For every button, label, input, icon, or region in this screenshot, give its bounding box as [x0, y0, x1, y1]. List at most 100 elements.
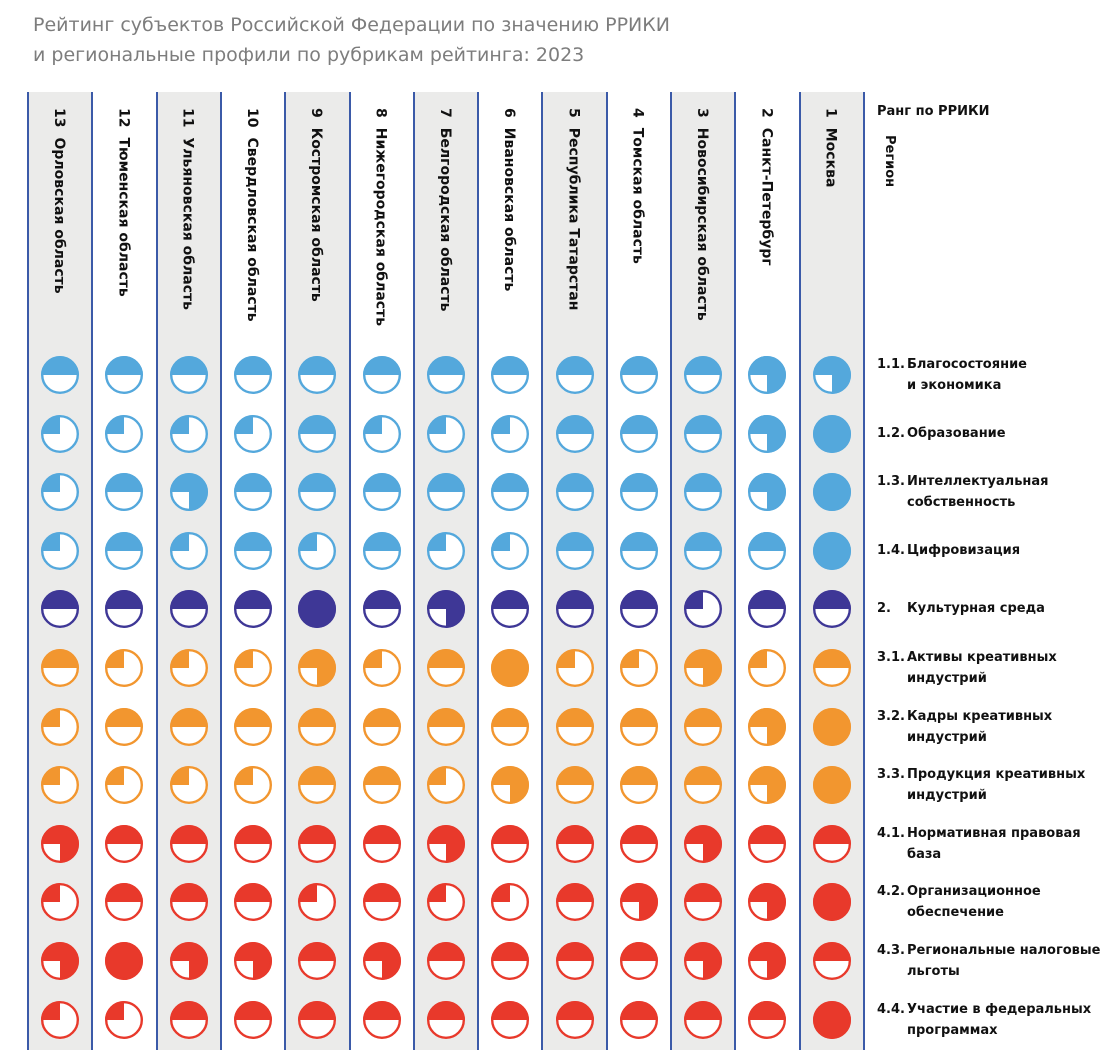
score-wedge [555, 824, 594, 844]
score-wedge [234, 766, 254, 786]
score-circle [684, 1000, 723, 1039]
score-circle [362, 883, 401, 922]
score-circle [555, 766, 594, 805]
score-wedge [298, 1000, 337, 1020]
category-row-label: 2. Культурная среда [877, 598, 1045, 619]
score-circle [812, 649, 851, 687]
score-circle [41, 473, 80, 512]
score-circle [234, 473, 273, 512]
category-row-label: 1.1. Благосостояние и экономика [877, 354, 1027, 396]
score-circle [234, 531, 273, 570]
score-circle [362, 356, 401, 394]
score-wedge [555, 1000, 594, 1020]
score-wedge [555, 883, 594, 903]
score-wedge [555, 414, 594, 434]
score-wedge [41, 824, 80, 863]
score-wedge [619, 649, 639, 668]
score-circle [41, 356, 80, 394]
score-wedge [426, 1000, 465, 1020]
rank-label: 6 [501, 108, 518, 118]
score-wedge [298, 824, 337, 844]
category-name-continued: индустрий [907, 788, 987, 804]
score-circle [491, 649, 530, 687]
score-wedge [234, 1000, 273, 1020]
score-wedge [169, 531, 189, 551]
score-circle [362, 590, 401, 629]
score-wedge [748, 649, 768, 668]
score-circle [169, 942, 208, 980]
score-circle [555, 473, 594, 512]
category-name-continued: база [907, 846, 942, 862]
column-separator [541, 92, 544, 1050]
score-circle [298, 824, 337, 863]
category-name: Кадры креативных [907, 708, 1053, 724]
score-wedge [169, 473, 208, 512]
score-wedge [234, 356, 273, 375]
score-circle [555, 531, 594, 570]
score-circle [748, 883, 787, 922]
rank-label: 5 [565, 108, 582, 118]
score-wedge [169, 590, 208, 610]
score-circle [169, 531, 208, 570]
score-circle [555, 1000, 594, 1039]
rank-label: 2 [758, 108, 775, 118]
region-column-label: 3 Новосибирская область [693, 108, 711, 321]
score-circle [169, 1000, 208, 1039]
score-circle [619, 824, 658, 863]
score-circle [105, 942, 144, 980]
score-circle [41, 531, 80, 570]
score-wedge [105, 1000, 125, 1020]
score-circle [105, 356, 144, 394]
score-wedge [684, 531, 723, 551]
score-circle [41, 590, 80, 629]
score-circle [491, 356, 530, 394]
category-number: 4.4. [877, 1001, 905, 1017]
category-row-label: 4.2. Организационное обеспечение [877, 881, 1041, 923]
score-circle [426, 824, 465, 863]
score-wedge [491, 473, 530, 493]
category-number: 3.2. [877, 708, 905, 724]
score-wedge [555, 649, 575, 668]
rank-label: 12 [115, 108, 132, 128]
score-wedge [555, 473, 594, 493]
score-circle [234, 590, 273, 629]
score-wedge [41, 1000, 61, 1020]
score-wedge [491, 766, 530, 805]
category-number: 4.1. [877, 825, 905, 841]
score-wedge [362, 707, 401, 727]
score-circle [491, 766, 530, 805]
score-wedge [748, 824, 787, 844]
score-wedge [426, 473, 465, 493]
category-name-continued: собственность [907, 495, 1016, 511]
score-wedge [748, 883, 787, 922]
score-circle [41, 1000, 80, 1039]
score-wedge [491, 414, 511, 434]
region-column-label: 13 Орловская область [50, 108, 68, 294]
score-circle [105, 531, 144, 570]
score-wedge [491, 356, 530, 375]
score-wedge [555, 590, 594, 610]
score-circle [169, 414, 208, 453]
score-circle [426, 356, 465, 394]
score-wedge [362, 1000, 401, 1020]
column-separator [27, 92, 29, 1050]
score-wedge [41, 707, 61, 727]
score-wedge [41, 590, 80, 610]
score-wedge [426, 824, 465, 863]
score-circle [748, 942, 787, 980]
rank-label: 13 [51, 108, 67, 128]
score-wedge [491, 942, 530, 961]
score-circle [812, 356, 851, 394]
score-wedge [426, 942, 465, 961]
score-wedge [426, 707, 465, 727]
score-wedge [619, 414, 658, 434]
score-wedge [619, 1000, 658, 1020]
category-name-continued: программах [907, 1022, 998, 1038]
score-circle [169, 473, 208, 512]
score-circle [426, 590, 465, 629]
score-circle [298, 883, 337, 922]
region-column-label: 12 Тюменская область [114, 108, 132, 297]
score-wedge [362, 531, 401, 551]
score-circle [491, 707, 530, 746]
score-wedge [298, 766, 337, 786]
